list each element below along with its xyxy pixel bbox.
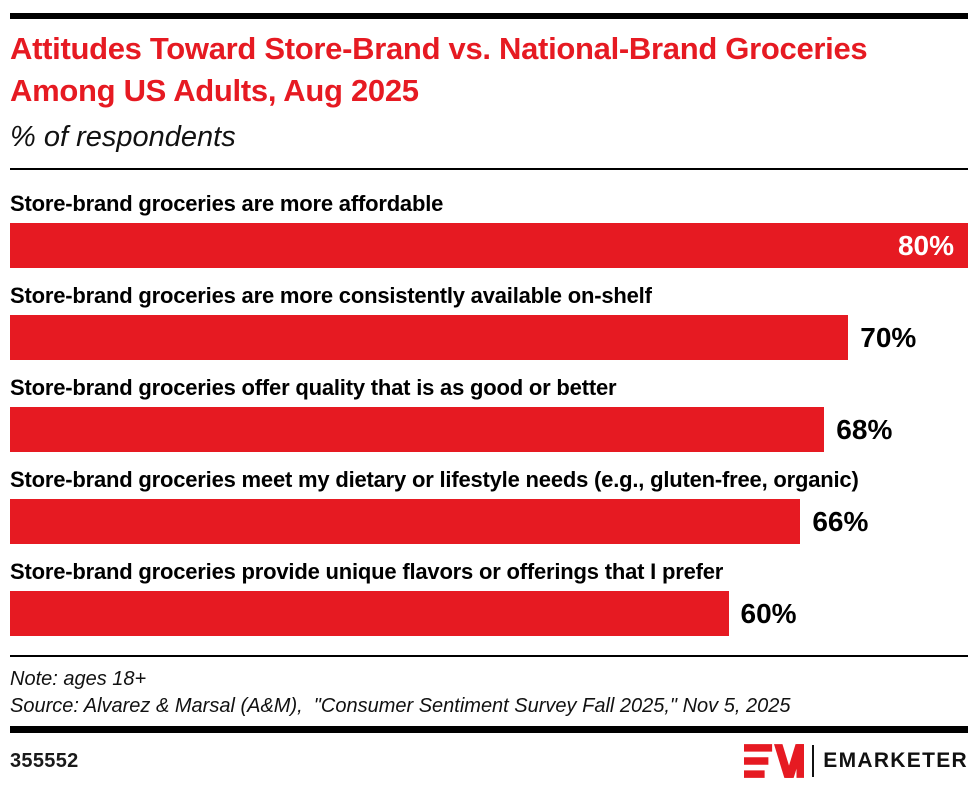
bar: [10, 315, 849, 360]
notes-block: Note: ages 18+ Source: Alvarez & Marsal …: [10, 666, 968, 720]
bar: [10, 591, 729, 636]
bar: [10, 499, 801, 544]
bar-category-label: Store-brand groceries provide unique fla…: [10, 559, 724, 584]
chart-row: Store-brand groceries provide unique fla…: [10, 558, 968, 636]
bar-value-label: 66%: [812, 505, 869, 537]
bar: [10, 407, 825, 452]
bar-track: 60%: [10, 591, 968, 636]
bar-category-label: Store-brand groceries meet my dietary or…: [10, 467, 859, 492]
bar-category-label: Store-brand groceries are more consisten…: [10, 283, 652, 308]
note-text: Note: ages 18+: [10, 668, 147, 690]
top-rule: [10, 13, 968, 19]
em-logo-icon: [744, 744, 805, 778]
bar-chart: Store-brand groceries are more affordabl…: [10, 190, 968, 636]
bar-category-label: Store-brand groceries are more affordabl…: [10, 191, 444, 216]
header-divider: [10, 168, 968, 170]
emarketer-logo: EMARKETER: [744, 742, 968, 780]
chart-row: Store-brand groceries offer quality that…: [10, 374, 968, 452]
logo-divider: [812, 745, 815, 777]
bar: 80%: [10, 223, 968, 268]
source-text: Source: Alvarez & Marsal (A&M), "Consume…: [10, 695, 791, 717]
bar-track: 80%: [10, 223, 968, 268]
chart-subtitle: % of respondents: [10, 121, 236, 153]
chart-row: Store-brand groceries are more consisten…: [10, 282, 968, 360]
bottom-rule: [10, 726, 968, 733]
bar-value-label: 80%: [897, 229, 954, 261]
bar-value-label: 70%: [860, 321, 917, 353]
chart-row: Store-brand groceries meet my dietary or…: [10, 466, 968, 544]
bar-track: 70%: [10, 315, 968, 360]
footer-divider: [10, 655, 968, 657]
bar-category-label: Store-brand groceries offer quality that…: [10, 375, 617, 400]
chart-id: 355552: [10, 749, 79, 772]
bar-track: 66%: [10, 499, 968, 544]
bar-track: 68%: [10, 407, 968, 452]
bar-value-label: 60%: [740, 597, 797, 629]
bar-value-label: 68%: [836, 413, 893, 445]
logo-wordmark: EMARKETER: [823, 749, 968, 772]
chart-row: Store-brand groceries are more affordabl…: [10, 190, 968, 268]
page-title: Attitudes Toward Store-Brand vs. Nationa…: [10, 31, 868, 108]
footer-bar: 355552 EMARKETER: [10, 740, 968, 782]
